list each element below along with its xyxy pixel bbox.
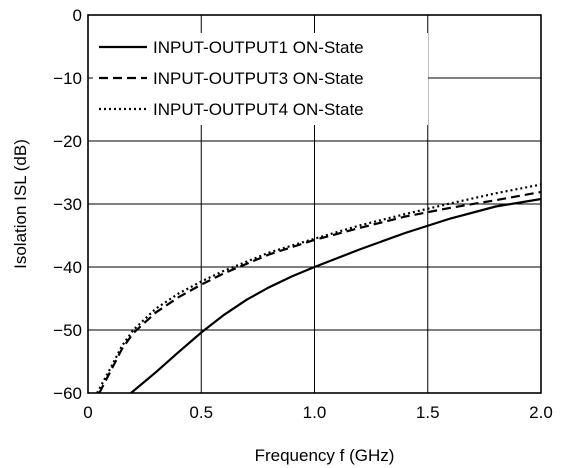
x-tick-label: 0.5 xyxy=(189,403,213,422)
x-tick-label: 2.0 xyxy=(529,403,553,422)
y-tick-labels: 0 −10 −20 −30 −40 −50 −60 xyxy=(53,6,82,403)
series-line-3 xyxy=(96,183,542,394)
y-tick-label: −60 xyxy=(53,384,82,403)
legend-label-3: INPUT-OUTPUT4 ON-State xyxy=(153,100,364,119)
legend-label-1: INPUT-OUTPUT1 ON-State xyxy=(153,38,364,57)
x-tick-labels: 0 0.5 1.0 1.5 2.0 xyxy=(83,403,553,422)
y-tick-label: −10 xyxy=(53,69,82,88)
y-tick-label: −40 xyxy=(53,258,82,277)
series-line-1 xyxy=(130,197,542,394)
y-axis-label: Isolation ISL (dB) xyxy=(11,139,30,269)
series-lines xyxy=(96,183,542,394)
y-tick-label: 0 xyxy=(73,6,82,25)
y-tick-label: −50 xyxy=(53,321,82,340)
plot-frame xyxy=(87,14,542,394)
legend: INPUT-OUTPUT1 ON-State INPUT-OUTPUT3 ON-S… xyxy=(99,38,364,119)
y-tick-label: −30 xyxy=(53,195,82,214)
legend-label-2: INPUT-OUTPUT3 ON-State xyxy=(153,69,364,88)
y-tick-label: −20 xyxy=(53,132,82,151)
legend-background xyxy=(93,33,428,125)
x-tick-label: 1.5 xyxy=(416,403,440,422)
x-tick-label: 0 xyxy=(83,403,92,422)
x-tick-label: 1.0 xyxy=(303,403,327,422)
series-line-2 xyxy=(98,190,542,394)
x-axis-label: Frequency f (GHz) xyxy=(255,446,395,465)
